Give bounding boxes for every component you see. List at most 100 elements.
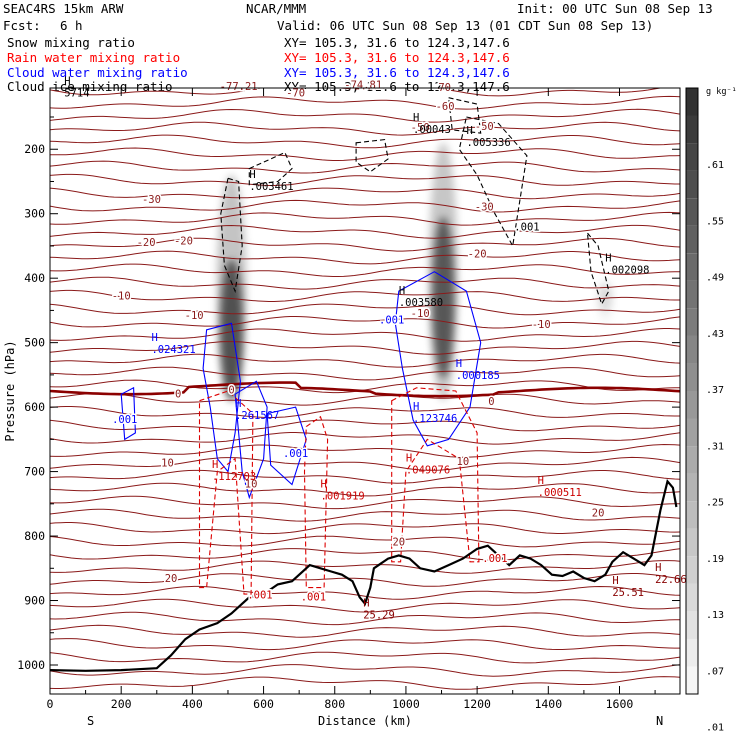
snow-core-1 xyxy=(432,216,455,379)
cloud-water-contour-4 xyxy=(394,271,482,447)
model-title: SEAC4RS 15km ARW xyxy=(3,1,124,16)
rain-contour-0 xyxy=(198,390,254,595)
init-time: Init: 00 UTC Sun 08 Sep 13 xyxy=(517,1,713,16)
maximum-label-12: H.001919 xyxy=(321,478,365,502)
maximum-label-8: H.261567 xyxy=(235,398,279,422)
field-cloudwater-xy: XY= 105.3, 31.6 to 124.3,147.6 xyxy=(284,65,510,80)
maximum-value: .000185 xyxy=(456,370,500,382)
isotherm-33 xyxy=(50,508,680,522)
y-tick-label: 800 xyxy=(24,529,45,543)
cloud-ice-contour-3 xyxy=(458,116,528,248)
maximum-value: .049076 xyxy=(406,465,450,477)
colorbar-swatch xyxy=(686,611,698,639)
colorbar-label: .19 xyxy=(706,554,724,565)
isotherm-11 xyxy=(50,224,680,239)
snow-core-0 xyxy=(220,259,243,401)
colorbar-swatch xyxy=(686,335,698,364)
maximum-label-10: H.123746 xyxy=(413,401,457,425)
isotherm-43 xyxy=(50,638,680,651)
colorbar-swatch xyxy=(686,528,698,557)
isotherm-label-12: -10 xyxy=(112,290,131,302)
isotherm-label-16: 0 xyxy=(175,388,181,400)
isotherm-30 xyxy=(50,469,680,484)
isotherm-37 xyxy=(50,560,680,574)
y-tick-label: 600 xyxy=(24,400,45,414)
south-label: S xyxy=(87,714,94,728)
maximum-value: .000511 xyxy=(538,487,582,499)
isotherm-0 xyxy=(50,88,664,97)
colorbar-swatch xyxy=(686,225,698,254)
maximum-label-2: H.00043 xyxy=(413,112,451,136)
x-tick-label: 600 xyxy=(253,697,274,711)
cloud-water-contour-3 xyxy=(120,386,136,441)
maximum-value: .005336 xyxy=(466,137,510,149)
cloud-ice-contour-1 xyxy=(220,177,243,294)
isotherm-label-20: 10 xyxy=(245,479,258,491)
maximum-marker: H xyxy=(655,562,661,574)
isotherm-label-15: -10 xyxy=(411,308,430,320)
isotherm-34 xyxy=(50,522,680,535)
maximum-label-3: H.005336 xyxy=(466,125,510,149)
colorbar-swatch xyxy=(686,198,698,226)
isotherm-19 xyxy=(50,328,680,342)
isotherm-25 xyxy=(50,406,680,418)
cloud-water-contour-1 xyxy=(234,380,268,500)
rain-contour-2 xyxy=(391,387,480,563)
x-tick-label: 0 xyxy=(47,697,54,711)
isotherm-24 xyxy=(50,392,680,406)
colorbar-label: .55 xyxy=(706,216,724,227)
isotherm-4 xyxy=(50,134,680,149)
isotherm-15 xyxy=(50,276,680,290)
maximum-marker: H xyxy=(399,285,405,297)
maximum-value: .001919 xyxy=(321,490,365,502)
isotherm-38 xyxy=(50,573,680,587)
colorbar-label: .07 xyxy=(706,666,724,677)
colorbar-swatch xyxy=(686,363,698,392)
colorbar-label: .49 xyxy=(706,273,724,284)
x-tick-label: 1600 xyxy=(606,697,634,711)
isotherm-28 xyxy=(50,443,680,458)
maximum-marker: H xyxy=(406,453,412,465)
north-label: N xyxy=(656,714,663,728)
colorbar-label: .13 xyxy=(706,610,724,621)
contour-value-label-5: .001 xyxy=(301,592,326,604)
forecast-label: Fcst: xyxy=(3,18,41,33)
colorbar-swatch xyxy=(686,391,698,419)
colorbar-swatch xyxy=(686,170,698,199)
isotherm-35 xyxy=(50,535,680,548)
isotherm-label-22: 20 xyxy=(165,573,178,585)
colorbar-swatch xyxy=(686,308,698,336)
maximum-marker: H xyxy=(605,253,611,265)
isotherm-40 xyxy=(50,598,680,613)
maximum-label-15: H25.29 xyxy=(363,598,395,622)
maximum-marker: H xyxy=(321,478,327,490)
field-snow-name: Snow mixing ratio xyxy=(7,35,135,50)
isotherm-1 xyxy=(50,95,680,110)
y-tick-label: 700 xyxy=(24,465,45,479)
colorbar-swatch xyxy=(686,418,698,447)
colorbar-swatch xyxy=(686,638,698,667)
isotherm-17 xyxy=(50,303,680,316)
colorbar-swatch xyxy=(686,501,698,529)
colorbar-swatch xyxy=(686,88,698,116)
maximum-value: .00043 xyxy=(413,124,451,136)
isotherm-46 xyxy=(50,676,680,690)
contour-value-label-4: .001 xyxy=(247,590,272,602)
isotherm-27 xyxy=(50,432,680,445)
maximum-label-1: H.003461 xyxy=(249,169,293,193)
colorbar-label: .61 xyxy=(706,160,724,171)
y-tick-label: 400 xyxy=(24,271,45,285)
maximum-marker: H xyxy=(235,398,241,410)
isotherm-16 xyxy=(50,289,680,302)
isotherm-44 xyxy=(50,651,680,664)
isotherm-label-2: -70 xyxy=(286,87,305,99)
maximum-value: 25.51 xyxy=(612,587,644,599)
isotherm-5 xyxy=(50,147,680,161)
maximum-value: .261567 xyxy=(235,410,279,422)
maximum-marker: H xyxy=(64,75,70,87)
colorbar-unit: g kg⁻¹ xyxy=(706,87,737,97)
isotherm-18 xyxy=(50,316,680,329)
org-label: NCAR/MMM xyxy=(246,1,307,16)
isotherm-36 xyxy=(50,548,680,561)
